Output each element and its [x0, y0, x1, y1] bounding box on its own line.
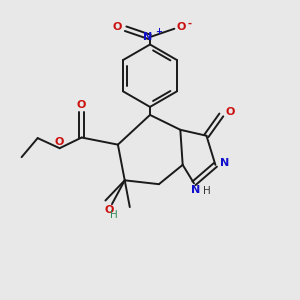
Text: N: N [191, 185, 200, 195]
Text: H: H [202, 186, 210, 196]
Text: O: O [77, 100, 86, 110]
Text: -: - [188, 18, 192, 28]
Text: O: O [226, 107, 235, 117]
Text: O: O [112, 22, 122, 32]
Text: N: N [143, 32, 152, 42]
Text: O: O [176, 22, 186, 32]
Text: O: O [55, 137, 64, 147]
Text: H: H [110, 210, 118, 220]
Text: O: O [104, 205, 114, 215]
Text: N: N [220, 158, 229, 168]
Text: +: + [155, 27, 162, 36]
